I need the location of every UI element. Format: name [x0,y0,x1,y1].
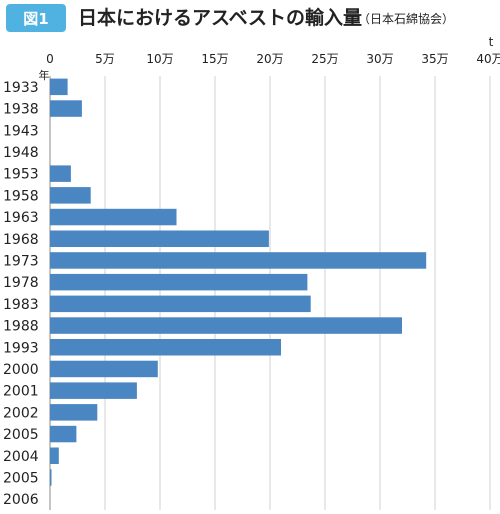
x-tick-label: 35万 [421,52,448,66]
y-category-label: 1938 [3,102,39,118]
x-tick-label: 10万 [146,52,173,66]
x-tick-label: 0 [46,52,54,66]
y-category-label: 2001 [3,384,39,400]
y-category-label: 1983 [3,297,39,313]
y-category-label: 1943 [3,123,39,139]
bar [50,187,91,204]
bar [50,165,71,182]
y-category-label: 1993 [3,340,39,356]
bar [50,78,68,96]
bar [50,425,77,443]
y-category-label: 2004 [3,449,39,465]
y-category-label: 1958 [3,188,39,204]
bar [50,339,281,356]
x-tick-label: 5万 [95,52,115,66]
x-tick-label: 40万 [476,52,500,66]
figure-badge: 図1 [6,4,66,32]
y-category-label: 2005 [3,427,39,443]
x-axis-unit: t [489,35,494,49]
chart-title: 日本におけるアスベストの輸入量 [78,7,363,29]
y-category-label: 1933 [3,80,39,96]
y-category-label: 2002 [3,405,39,421]
y-category-labels: 1933 1938 1943 1948 1953 1958 1963 1968 1973 1978… [3,80,39,508]
bar [50,382,137,399]
y-axis-unit: 年 [39,68,50,82]
x-tick-label: 30万 [366,52,393,66]
bar [50,273,308,291]
x-tick-label: 25万 [311,52,338,66]
grid-lines [49,76,491,510]
y-category-label: 2000 [3,362,39,378]
y-category-label: 1988 [3,319,39,335]
bar [50,469,52,486]
bar [50,100,82,117]
y-category-label: 1978 [3,275,39,291]
y-category-label: 1968 [3,232,39,248]
bar [50,252,427,269]
y-category-label: 1948 [3,145,39,161]
bar [50,317,402,334]
y-category-label: 2006 [3,492,39,508]
bar [50,295,311,313]
y-category-label: 2005 [3,470,39,486]
bar [50,230,269,247]
y-category-label: 1953 [3,167,39,183]
bar [50,447,59,464]
chart-source: （日本石綿協会） [358,12,455,26]
x-tick-label: 15万 [201,52,228,66]
y-category-label: 1963 [3,210,39,226]
bar [50,208,177,226]
x-tick-labels: 0 5万 10万 15万 20万 25万 30万 35万 40万 [46,52,500,66]
bars [50,78,427,486]
bar [50,404,98,421]
x-tick-label: 20万 [256,52,283,66]
y-category-label: 1973 [3,253,39,269]
bar [50,360,158,378]
